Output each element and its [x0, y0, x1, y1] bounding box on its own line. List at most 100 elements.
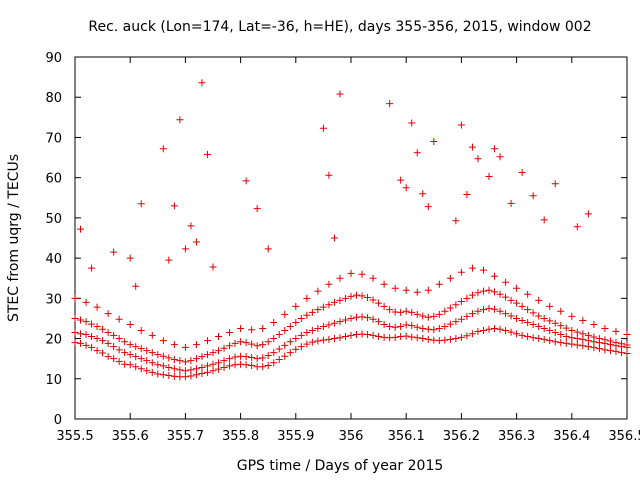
- data-point: [286, 322, 294, 330]
- data-point: [524, 318, 532, 326]
- data-point: [457, 268, 465, 276]
- data-point: [143, 357, 151, 365]
- data-point: [259, 363, 267, 371]
- data-point: [513, 314, 521, 322]
- data-point: [513, 330, 521, 338]
- data-point: [452, 335, 460, 343]
- data-point: [623, 341, 631, 349]
- data-point: [126, 254, 134, 262]
- x-tick-label: 355.9: [277, 429, 314, 444]
- data-point: [209, 360, 217, 368]
- data-point: [468, 143, 476, 151]
- data-point: [507, 296, 515, 304]
- data-point: [386, 322, 394, 330]
- data-point: [336, 334, 344, 342]
- data-point: [347, 269, 355, 277]
- data-point: [446, 274, 454, 282]
- data-point: [397, 322, 405, 330]
- data-point: [88, 343, 96, 351]
- x-tick-label: 356.1: [388, 429, 425, 444]
- data-point: [468, 310, 476, 318]
- data-point: [281, 341, 289, 349]
- data-point: [99, 337, 107, 345]
- data-point: [226, 362, 234, 370]
- data-point: [557, 331, 565, 339]
- data-point: [369, 331, 377, 339]
- data-point: [314, 337, 322, 345]
- data-point: [573, 328, 581, 336]
- data-point: [319, 303, 327, 311]
- data-point: [496, 153, 504, 161]
- data-point: [110, 343, 118, 351]
- data-point: [446, 320, 454, 328]
- data-point: [209, 349, 217, 357]
- y-axis-label: STEC from uqrg / TECUs: [6, 154, 22, 322]
- data-point: [110, 355, 118, 363]
- data-point: [502, 293, 510, 301]
- data-point: [408, 119, 416, 127]
- data-point: [259, 354, 267, 362]
- data-point: [408, 333, 416, 341]
- data-point: [137, 345, 145, 353]
- data-point: [303, 294, 311, 302]
- data-point: [253, 355, 261, 363]
- data-point: [595, 345, 603, 353]
- data-point: [402, 184, 410, 192]
- data-point: [424, 335, 432, 343]
- data-point: [408, 308, 416, 316]
- data-point: [198, 353, 206, 361]
- data-point: [419, 325, 427, 332]
- data-point: [430, 137, 438, 145]
- data-point: [297, 331, 305, 339]
- data-point: [491, 288, 499, 296]
- y-tick-label: 30: [45, 292, 62, 307]
- data-point: [568, 327, 576, 335]
- data-point: [457, 121, 465, 129]
- data-point: [286, 349, 294, 357]
- data-point: [203, 150, 211, 158]
- data-point: [529, 309, 537, 317]
- data-point: [253, 205, 261, 213]
- data-point: [220, 344, 228, 352]
- data-point: [479, 266, 487, 274]
- data-point: [540, 335, 548, 343]
- data-point: [154, 361, 162, 369]
- data-point: [319, 322, 327, 330]
- data-point: [181, 358, 189, 366]
- data-point: [82, 298, 90, 306]
- data-point: [546, 302, 554, 310]
- data-point: [148, 349, 156, 357]
- data-point: [330, 335, 338, 343]
- y-tick-label: 50: [45, 212, 62, 227]
- data-point: [93, 347, 101, 355]
- y-tick-label: 40: [45, 252, 62, 267]
- data-point: [557, 339, 565, 347]
- x-tick-label: 355.7: [167, 429, 204, 444]
- data-point: [319, 124, 327, 132]
- chart-title: Rec. auck (Lon=174, Lat=-36, h=HE), days…: [88, 19, 591, 35]
- data-point: [137, 355, 145, 363]
- data-point: [529, 334, 537, 342]
- data-point: [226, 329, 234, 337]
- data-point: [491, 145, 499, 153]
- data-point: [341, 294, 349, 302]
- data-point: [551, 338, 559, 346]
- data-point: [380, 280, 388, 288]
- data-point: [176, 116, 184, 124]
- x-axis-label: GPS time / Days of year 2015: [237, 458, 444, 474]
- data-point: [397, 308, 405, 316]
- data-point: [132, 363, 140, 371]
- data-point: [441, 307, 449, 315]
- data-point: [341, 333, 349, 341]
- data-point: [579, 342, 587, 350]
- data-point: [413, 334, 421, 342]
- y-tick-label: 0: [54, 413, 62, 428]
- data-point: [264, 338, 272, 346]
- data-point: [413, 149, 421, 157]
- data-point: [540, 216, 548, 224]
- data-point: [215, 359, 223, 367]
- data-point: [402, 307, 410, 315]
- data-point: [154, 351, 162, 359]
- data-point: [115, 346, 123, 354]
- y-tick-label: 70: [45, 131, 62, 146]
